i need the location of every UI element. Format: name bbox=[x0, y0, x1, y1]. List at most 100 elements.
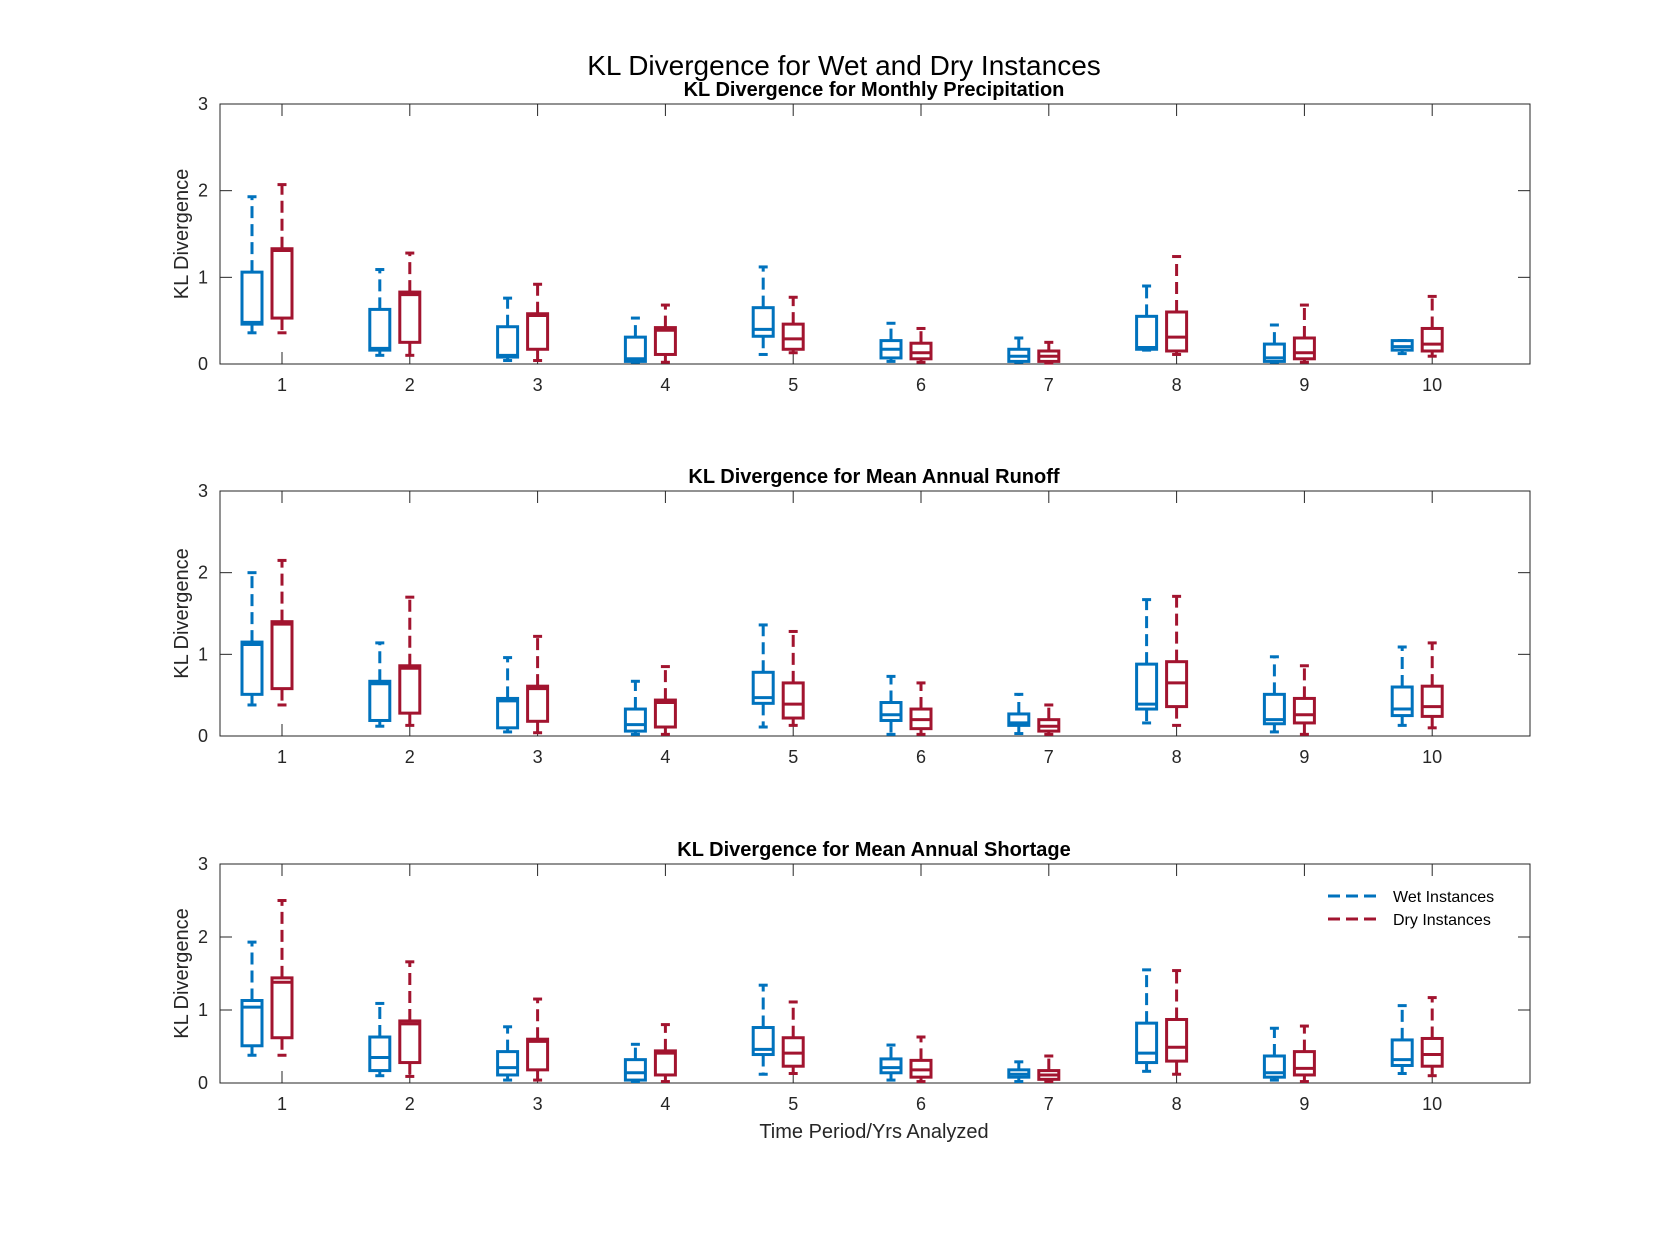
box-wet-instances-9 bbox=[1262, 323, 1286, 364]
x-tick-label: 5 bbox=[788, 747, 798, 767]
box-dry-instances-8 bbox=[1165, 969, 1189, 1076]
iqr-box bbox=[623, 707, 647, 733]
legend-dry-label: Dry Instances bbox=[1393, 912, 1491, 929]
iqr-box bbox=[653, 326, 677, 356]
x-tick-label: 6 bbox=[916, 1094, 926, 1114]
x-tick-label: 10 bbox=[1422, 375, 1442, 395]
box-wet-instances-5 bbox=[751, 265, 775, 356]
iqr-box bbox=[1135, 662, 1159, 711]
y-tick-label: 3 bbox=[198, 481, 208, 501]
figure-super-title: KL Divergence for Wet and Dry Instances bbox=[587, 50, 1101, 81]
iqr-box bbox=[270, 620, 294, 691]
panel-mean-annual-shortage: 0 1 2 3 1 2 3 4 5 6 7 8 9 10 KL Divergence for Mean An… bbox=[171, 839, 1531, 1114]
x-tick-label: 6 bbox=[916, 375, 926, 395]
figure-x-axis-label: Time Period/Yrs Analyzed bbox=[759, 1121, 988, 1143]
box-wet-instances-1 bbox=[240, 940, 264, 1057]
iqr-box bbox=[879, 1057, 903, 1075]
y-tick-label: 2 bbox=[198, 181, 208, 201]
box-wet-instances-4 bbox=[623, 679, 647, 736]
x-tick-label: 7 bbox=[1044, 1094, 1054, 1114]
x-tick-label: 10 bbox=[1422, 1094, 1442, 1114]
box-dry-instances-10 bbox=[1420, 641, 1444, 730]
iqr-box bbox=[398, 290, 422, 344]
axes-frame bbox=[219, 490, 1531, 737]
box-wet-instances-4 bbox=[623, 316, 647, 364]
y-tick-label: 0 bbox=[198, 354, 208, 374]
box-dry-instances-5 bbox=[781, 1000, 805, 1076]
y-tick-label: 3 bbox=[198, 94, 208, 114]
x-tick-label: 5 bbox=[788, 375, 798, 395]
box-wet-instances-8 bbox=[1135, 598, 1159, 725]
x-tick-label: 4 bbox=[660, 747, 670, 767]
y-axis-label: KL Divergence bbox=[171, 169, 193, 299]
box-dry-instances-7 bbox=[1037, 1054, 1061, 1084]
box-dry-instances-2 bbox=[398, 960, 422, 1078]
x-tick-label: 3 bbox=[533, 1094, 543, 1114]
x-tick-label: 6 bbox=[916, 747, 926, 767]
x-tick-label: 4 bbox=[660, 375, 670, 395]
box-dry-instances-2 bbox=[398, 251, 422, 357]
box-wet-instances-7 bbox=[1007, 1060, 1031, 1084]
box-dry-instances-1 bbox=[270, 183, 294, 335]
x-tick-label: 8 bbox=[1172, 375, 1182, 395]
box-wet-instances-7 bbox=[1007, 336, 1031, 364]
iqr-box bbox=[623, 1058, 647, 1082]
iqr-box bbox=[1135, 1021, 1159, 1065]
box-dry-instances-5 bbox=[781, 295, 805, 355]
iqr-box bbox=[781, 322, 805, 351]
box-wet-instances-9 bbox=[1262, 655, 1286, 734]
iqr-box bbox=[1165, 1017, 1189, 1063]
box-wet-instances-3 bbox=[496, 1025, 520, 1082]
iqr-box bbox=[526, 312, 550, 351]
iqr-box bbox=[1262, 692, 1286, 726]
x-tick-label: 1 bbox=[277, 1094, 287, 1114]
y-axis-label: KL Divergence bbox=[171, 548, 193, 678]
box-dry-instances-4 bbox=[653, 1023, 677, 1084]
x-tick-label: 7 bbox=[1044, 747, 1054, 767]
box-wet-instances-2 bbox=[368, 641, 392, 728]
box-dry-instances-9 bbox=[1292, 303, 1316, 364]
box-dry-instances-7 bbox=[1037, 340, 1061, 365]
box-dry-instances-10 bbox=[1420, 294, 1444, 358]
y-tick-label: 1 bbox=[198, 267, 208, 287]
iqr-box bbox=[240, 999, 264, 1048]
box-wet-instances-8 bbox=[1135, 968, 1159, 1073]
iqr-box bbox=[270, 976, 294, 1040]
iqr-box bbox=[1135, 314, 1159, 351]
box-dry-instances-2 bbox=[398, 595, 422, 727]
box-dry-instances-6 bbox=[909, 681, 933, 736]
x-tick-label: 10 bbox=[1422, 747, 1442, 767]
legend: Wet Instances Dry Instances bbox=[1316, 878, 1516, 936]
box-dry-instances-3 bbox=[526, 282, 550, 363]
iqr-box bbox=[368, 307, 392, 352]
iqr-box bbox=[496, 1050, 520, 1077]
iqr-box bbox=[1165, 310, 1189, 353]
iqr-box bbox=[653, 1049, 677, 1077]
box-dry-instances-10 bbox=[1420, 996, 1444, 1078]
iqr-box bbox=[1292, 696, 1316, 725]
x-tick-label: 7 bbox=[1044, 375, 1054, 395]
x-tick-label: 3 bbox=[533, 375, 543, 395]
box-dry-instances-4 bbox=[653, 665, 677, 736]
box-wet-instances-5 bbox=[751, 983, 775, 1076]
iqr-box bbox=[653, 698, 677, 729]
box-wet-instances-9 bbox=[1262, 1026, 1286, 1082]
iqr-box bbox=[751, 1026, 775, 1057]
iqr-box bbox=[398, 1019, 422, 1065]
y-tick-label: 2 bbox=[198, 927, 208, 947]
iqr-box bbox=[526, 684, 550, 723]
x-tick-label: 8 bbox=[1172, 1094, 1182, 1114]
panel-title: KL Divergence for Mean Annual Shortage bbox=[677, 839, 1070, 861]
panel-title: KL Divergence for Mean Annual Runoff bbox=[688, 466, 1059, 488]
y-tick-label: 0 bbox=[198, 1073, 208, 1093]
panel-monthly-precipitation: 0 1 2 3 1 2 3 4 5 6 7 8 9 10 KL Divergence for Monthly… bbox=[171, 79, 1531, 395]
box-dry-instances-5 bbox=[781, 629, 805, 727]
x-tick-label: 2 bbox=[405, 747, 415, 767]
iqr-box bbox=[1420, 326, 1444, 353]
panel-mean-annual-runoff: 0 1 2 3 1 2 3 4 5 6 7 8 9 10 KL Divergence for Mean An… bbox=[171, 466, 1531, 767]
iqr-box bbox=[1420, 684, 1444, 718]
x-tick-label: 3 bbox=[533, 747, 543, 767]
y-tick-label: 1 bbox=[198, 1000, 208, 1020]
x-tick-label: 1 bbox=[277, 747, 287, 767]
iqr-box bbox=[368, 1035, 392, 1073]
